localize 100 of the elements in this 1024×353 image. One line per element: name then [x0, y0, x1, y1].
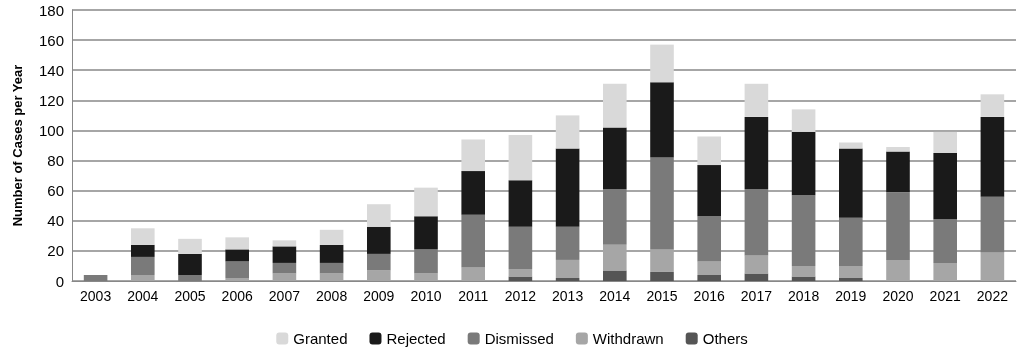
bar — [603, 127, 627, 190]
legend-label: Granted — [293, 330, 348, 347]
bar — [839, 265, 863, 278]
bar — [414, 249, 438, 274]
x-tick-label: 2014 — [599, 288, 631, 304]
bar — [933, 131, 957, 154]
x-tick-label: 2016 — [693, 288, 725, 304]
bar — [697, 216, 721, 262]
bar — [650, 44, 674, 83]
bar — [791, 265, 816, 277]
bar — [886, 192, 910, 260]
legend-label: Withdrawn — [592, 330, 664, 347]
bar — [555, 148, 580, 227]
bar — [367, 204, 391, 227]
bar — [508, 276, 533, 281]
bar — [744, 255, 769, 274]
bar — [319, 262, 344, 274]
bar — [131, 228, 155, 245]
bar — [414, 187, 438, 217]
bar — [508, 180, 533, 227]
bar — [603, 270, 627, 281]
y-tick-label: 180 — [38, 1, 64, 19]
bar — [697, 261, 721, 275]
bar — [886, 151, 910, 193]
bar — [980, 196, 1005, 253]
bar — [225, 261, 249, 278]
bar — [791, 276, 816, 281]
x-tick-label: 2018 — [788, 288, 820, 304]
bar — [555, 259, 580, 278]
bar — [603, 189, 627, 245]
bar — [603, 83, 627, 128]
bar — [272, 262, 297, 274]
bar — [697, 136, 721, 166]
bar — [744, 189, 769, 256]
bar — [933, 153, 957, 220]
bar — [461, 214, 485, 268]
y-tick-label: 160 — [38, 31, 64, 49]
bar — [461, 171, 485, 215]
bar — [367, 226, 391, 254]
bar — [225, 249, 249, 262]
y-tick-label: 20 — [47, 242, 64, 260]
bar — [555, 226, 580, 260]
x-tick-label: 2021 — [929, 288, 961, 304]
x-tick-label: 2017 — [740, 288, 773, 304]
bar — [178, 238, 202, 254]
bar — [178, 253, 202, 275]
y-tick-label: 100 — [38, 121, 64, 139]
x-tick-label: 2008 — [316, 288, 348, 304]
x-tick-label: 2013 — [552, 288, 584, 304]
bar — [414, 273, 438, 281]
bar — [367, 270, 391, 281]
bar — [131, 274, 155, 281]
y-tick-label: 80 — [47, 152, 64, 170]
y-tick-label: 40 — [47, 212, 64, 230]
bar — [886, 147, 910, 152]
bar — [555, 277, 580, 281]
bar — [272, 273, 297, 281]
bar — [744, 116, 769, 190]
bar — [933, 219, 957, 263]
bar — [367, 253, 391, 271]
bar — [791, 131, 816, 196]
x-tick-label: 2012 — [504, 288, 537, 304]
bar — [272, 246, 297, 263]
bar — [225, 277, 249, 281]
x-tick-label: 2007 — [268, 288, 301, 304]
y-tick-label: 120 — [38, 91, 64, 109]
bar — [980, 116, 1005, 197]
bar — [555, 115, 580, 149]
legend-label: Rejected — [386, 330, 446, 347]
bar — [414, 216, 438, 250]
bar — [933, 262, 957, 281]
bar — [650, 249, 674, 272]
bar — [886, 259, 910, 281]
x-tick-label: 2005 — [174, 288, 206, 304]
bar — [225, 237, 249, 250]
bar — [319, 229, 344, 245]
x-tick-label: 2011 — [458, 288, 489, 304]
bar — [272, 240, 297, 247]
bar — [650, 82, 674, 158]
bar — [461, 267, 485, 281]
x-tick-label: 2015 — [646, 288, 678, 304]
x-tick-label: 2022 — [976, 288, 1009, 304]
x-tick-label: 2004 — [127, 288, 159, 304]
bar — [791, 195, 816, 266]
bar — [508, 226, 533, 269]
bar — [461, 139, 485, 172]
bar — [650, 271, 674, 281]
x-tick-label: 2003 — [80, 288, 112, 304]
bar — [319, 273, 344, 281]
legend-label: Others — [702, 330, 748, 347]
bar — [131, 244, 155, 257]
bar — [744, 273, 769, 281]
bar — [839, 148, 863, 218]
bar — [508, 268, 533, 277]
bar — [980, 94, 1005, 117]
bar — [980, 252, 1005, 281]
y-tick-label: 140 — [38, 61, 64, 79]
bar — [744, 83, 769, 117]
bar — [603, 244, 627, 271]
bar — [319, 244, 344, 263]
